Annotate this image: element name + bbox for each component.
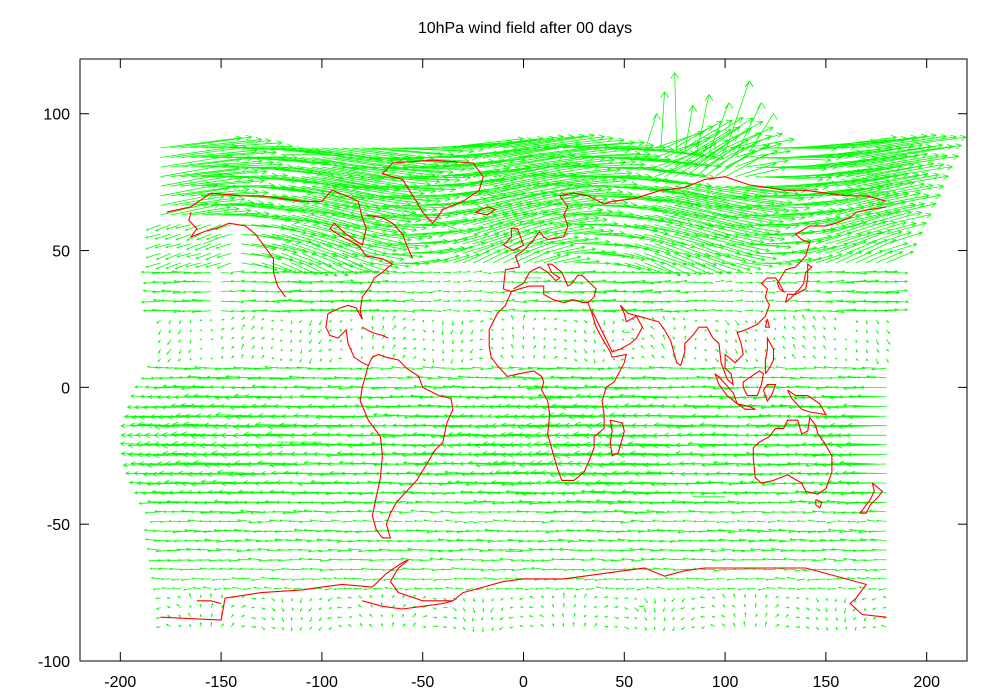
chart-title: 10hPa wind field after 00 days bbox=[417, 20, 633, 37]
coastline-segment bbox=[359, 353, 454, 539]
coastline-segment bbox=[859, 482, 884, 514]
coastline-segment bbox=[166, 189, 394, 366]
x-tick-label: 150 bbox=[813, 674, 840, 691]
coastline-segment bbox=[196, 600, 222, 605]
coastline-segment bbox=[362, 600, 454, 610]
x-tick-label: 0 bbox=[519, 674, 528, 691]
coastline-segment bbox=[591, 206, 887, 387]
x-tick-label: 100 bbox=[712, 674, 739, 691]
wind-vectors bbox=[119, 71, 967, 633]
y-tick-label: -50 bbox=[47, 517, 70, 534]
coastline-segment bbox=[381, 159, 484, 224]
y-tick-label: 0 bbox=[61, 380, 70, 397]
coastline-segment bbox=[366, 214, 414, 260]
wind-vector-layer bbox=[119, 71, 967, 633]
coastline-segment bbox=[742, 370, 765, 397]
coastline-segment bbox=[762, 384, 777, 403]
coastline-segment bbox=[609, 419, 625, 457]
coastline-segment bbox=[188, 212, 287, 298]
x-tick-label: -200 bbox=[104, 674, 136, 691]
coastline-segment bbox=[361, 326, 389, 339]
x-tick-label: 50 bbox=[615, 674, 633, 691]
axis-ticks: -200 -150 -100 -50 0 50 100 150 200 -100 -50 0 50 100 bbox=[38, 59, 967, 691]
coastline-segment bbox=[787, 389, 827, 416]
x-tick-label: -150 bbox=[205, 674, 237, 691]
coastline-segment bbox=[785, 263, 813, 303]
coastline-segment bbox=[752, 416, 833, 495]
coastline-segment bbox=[764, 318, 771, 328]
coastline-segment bbox=[488, 285, 628, 481]
coastline-segment bbox=[474, 206, 497, 216]
x-tick-label: 200 bbox=[913, 674, 940, 691]
x-tick-label: -100 bbox=[306, 674, 338, 691]
coastline-segment bbox=[513, 263, 597, 303]
coastline-segment bbox=[160, 559, 887, 621]
coastline-segment bbox=[736, 403, 756, 410]
coastline-segment bbox=[815, 499, 823, 509]
coastline-segment bbox=[502, 176, 887, 289]
coastline-layer bbox=[160, 159, 887, 621]
coastline-segment bbox=[502, 228, 525, 252]
x-tick-label: -50 bbox=[411, 674, 434, 691]
y-tick-label: 100 bbox=[43, 107, 70, 124]
y-tick-label: -100 bbox=[38, 654, 70, 671]
coastline-segment bbox=[764, 335, 775, 375]
y-tick-label: 50 bbox=[52, 244, 70, 261]
